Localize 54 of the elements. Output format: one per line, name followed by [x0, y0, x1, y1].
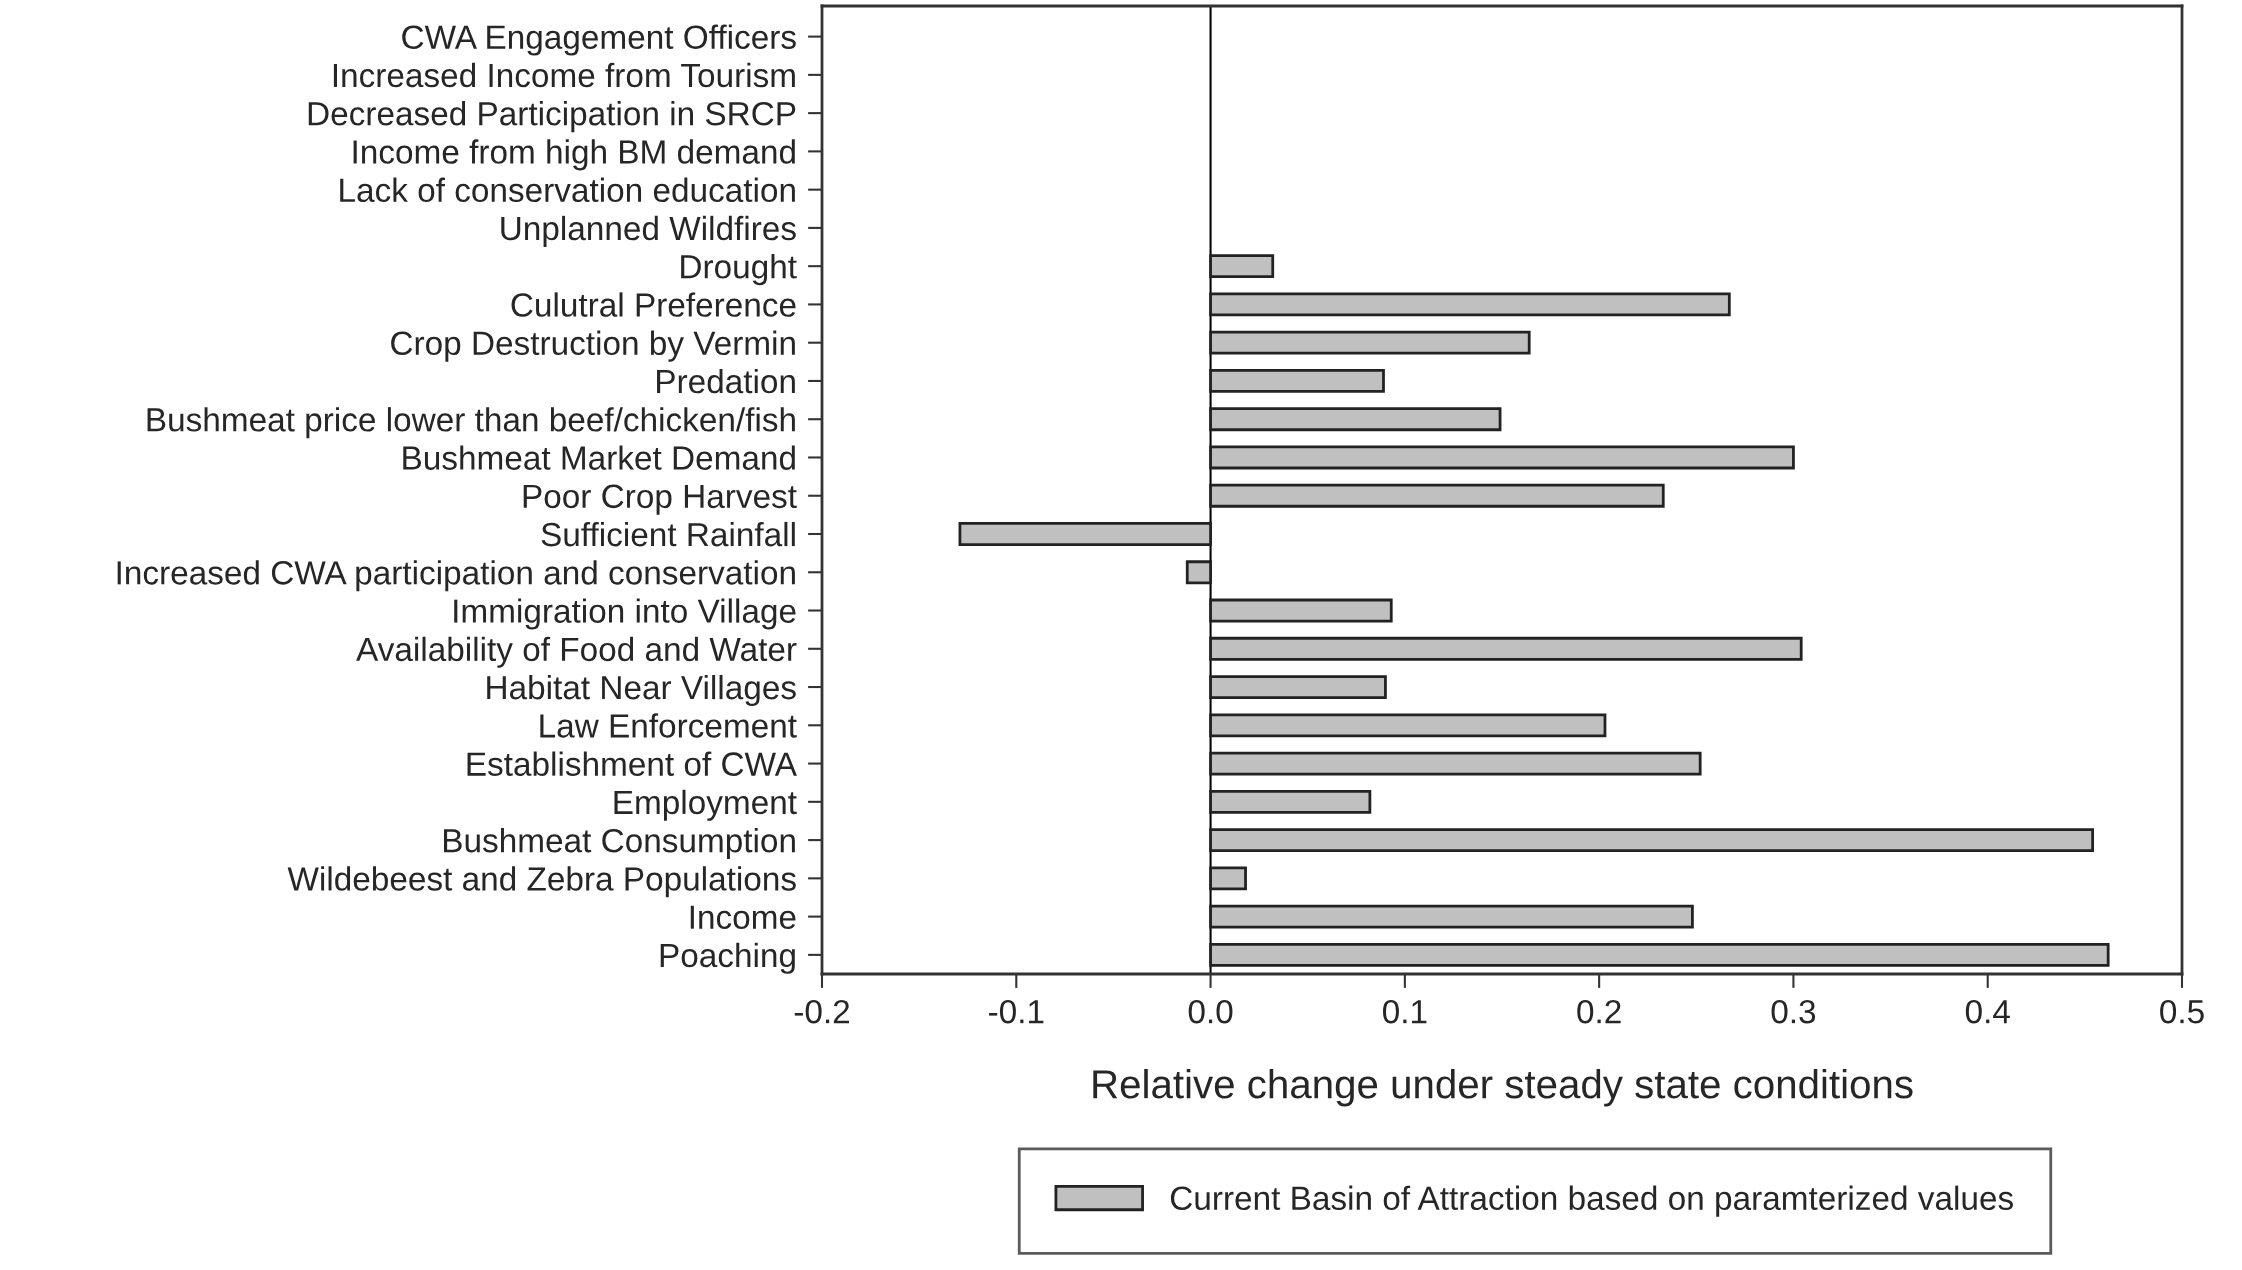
bar	[1209, 330, 1531, 355]
bar	[1209, 254, 1275, 279]
y-tick-label: Unplanned Wildfires	[501, 215, 796, 247]
bar	[1209, 636, 1803, 661]
bar	[1209, 483, 1665, 508]
y-tick-label: Bushmeat Market Demand	[403, 445, 795, 470]
y-tick-label: Lack of conservation education	[340, 177, 795, 203]
bar	[1209, 904, 1694, 929]
x-tick-label: 0.2	[1577, 999, 1621, 1024]
x-tick-label: 0.1	[1382, 999, 1427, 1024]
bar	[1209, 751, 1702, 776]
bar	[1209, 369, 1385, 393]
y-tick-label: Increased CWA participation and conservation	[117, 560, 795, 592]
y-tick-label: Predation	[657, 368, 795, 394]
x-tick-label: 0.0	[1188, 999, 1233, 1024]
y-tick-label: Increased Income from Tourism	[333, 62, 795, 88]
legend-label: Current Basin of Attraction based on paramterized values	[1170, 1185, 2013, 1217]
y-tick-label: Bushmeat price lower than beef/chicken/fish	[147, 407, 795, 439]
x-tick-label: -0.1	[989, 999, 1044, 1024]
x-tick-label: 0.3	[1771, 999, 1816, 1024]
y-tick-label: Drought	[681, 254, 797, 286]
bar	[1209, 942, 2110, 967]
y-tick-label: Wildebeest and Zebra Populations	[287, 866, 796, 898]
bar	[1209, 789, 1372, 814]
y-tick-label: CWA Engagement Officers	[402, 24, 796, 56]
bar	[1185, 560, 1212, 585]
y-tick-label: Law Enforcement	[540, 713, 797, 738]
y-tick-label: Habitat Near Villages	[487, 674, 796, 707]
bar	[1209, 713, 1607, 738]
bar	[1209, 407, 1502, 432]
x-tick-label: -0.2	[794, 999, 850, 1024]
y-tick-label: Income	[690, 905, 796, 930]
bar	[958, 522, 1212, 546]
bar	[1209, 445, 1795, 470]
y-tick-label: Immigration into Village	[454, 598, 796, 630]
y-tick-label: Sufficient Rainfall	[541, 521, 795, 547]
y-tick-label: Crop Destruction by Vermin	[391, 330, 795, 362]
y-tick-label: Availability of Food and Water	[356, 636, 797, 668]
y-tick-label: Establishment of CWA	[467, 751, 797, 776]
y-tick-label: Culutral Preference	[511, 292, 796, 317]
y-tick-label: Decreased Participation in SRCP	[308, 101, 796, 133]
x-axis-title: Relative change under steady state conditions	[1093, 1068, 1913, 1107]
bar	[1209, 598, 1393, 623]
bar	[1209, 675, 1387, 699]
y-tick-label: Employment	[614, 789, 797, 821]
x-tick-label: 0.4	[1965, 999, 2010, 1024]
y-tick-label: Poor Crop Harvest	[523, 484, 797, 515]
bar	[1209, 828, 2095, 852]
y-tick-label: Poaching	[660, 942, 795, 974]
x-tick-label: 0.5	[2160, 999, 2204, 1024]
y-tick-label: Income from high BM demand	[353, 139, 795, 171]
bar	[1209, 866, 1247, 891]
bar	[1209, 292, 1731, 317]
y-tick-label: Bushmeat Consumption	[444, 828, 795, 860]
